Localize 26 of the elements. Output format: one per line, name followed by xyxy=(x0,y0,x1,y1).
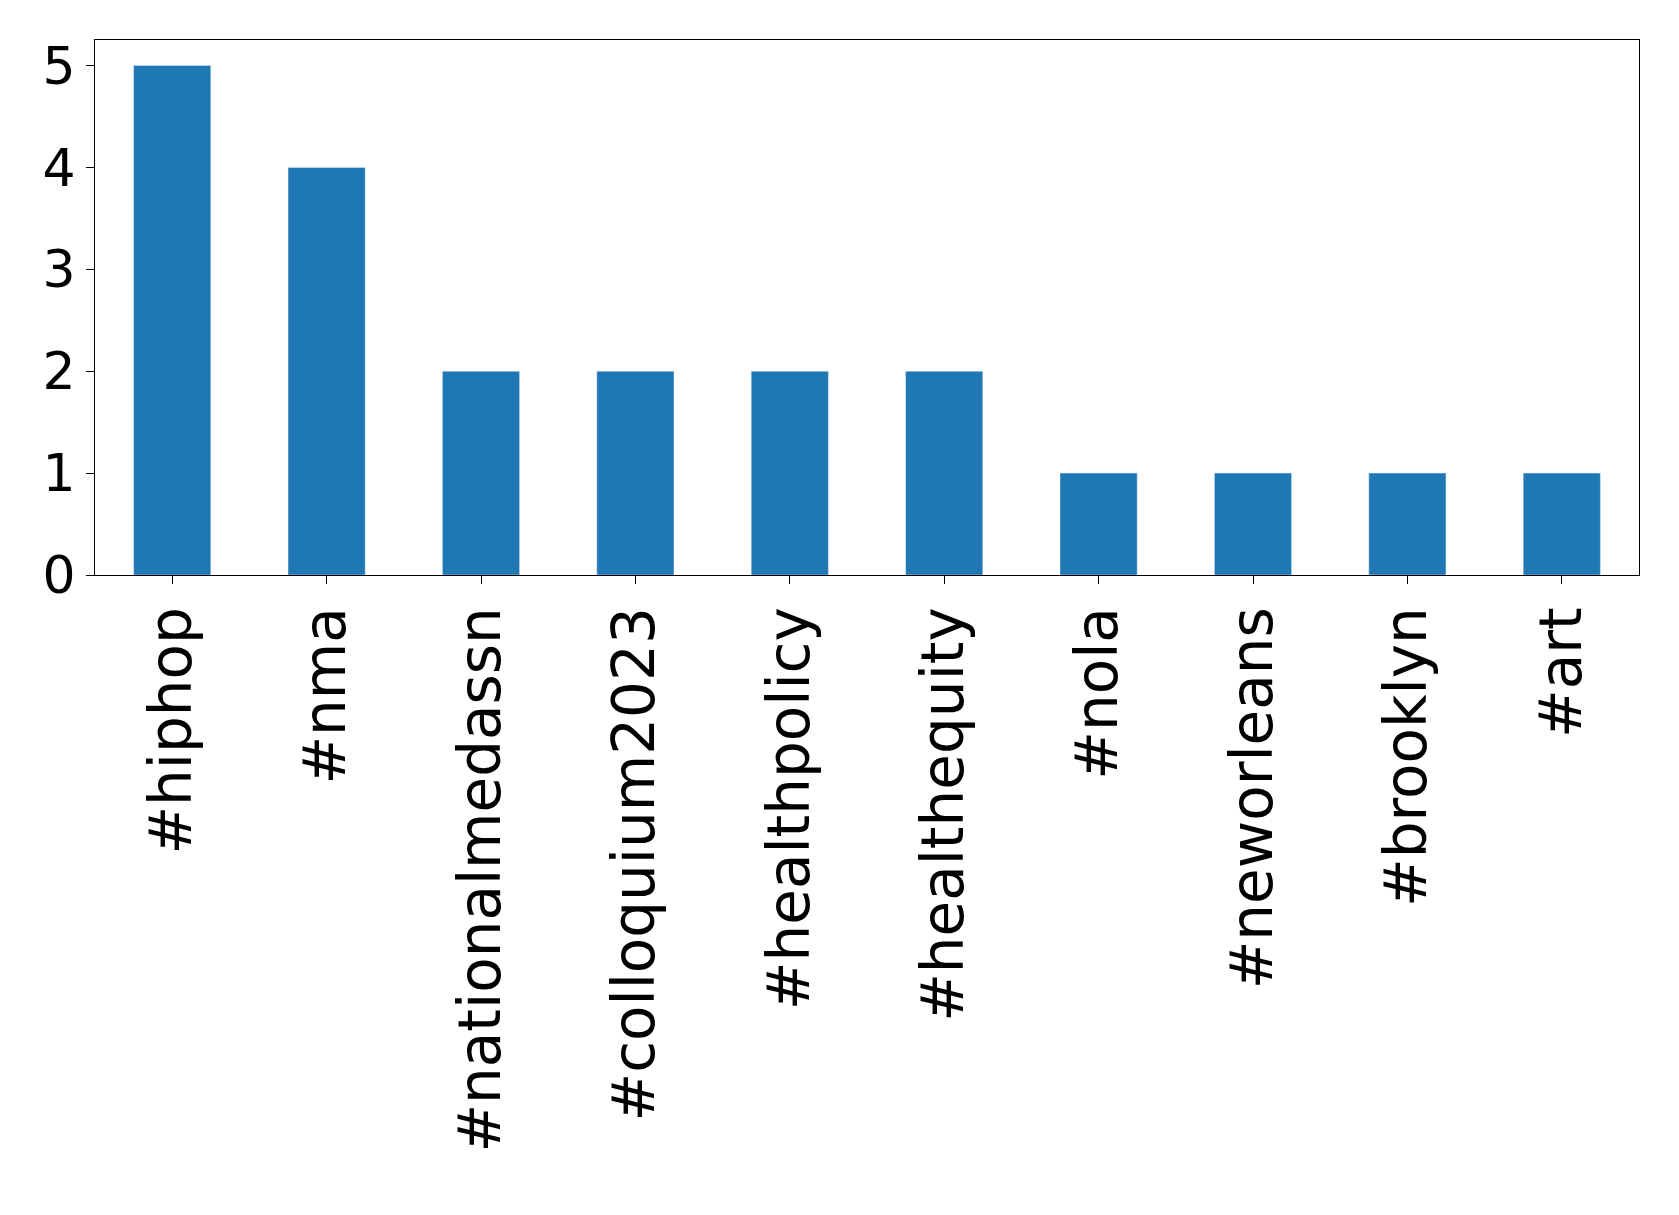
bar xyxy=(1059,472,1138,575)
bar xyxy=(287,167,366,575)
bar xyxy=(442,370,520,575)
y-tick-label: 3 xyxy=(42,239,76,300)
bar xyxy=(1522,472,1601,575)
bar xyxy=(596,370,675,575)
x-tick-label: #nola xyxy=(1063,607,1132,780)
y-tick-label: 4 xyxy=(42,137,76,198)
x-tick-label: #nma xyxy=(291,607,360,785)
x-tick-label: #art xyxy=(1526,607,1595,738)
bar xyxy=(1368,472,1447,575)
x-tick-label: #healthpolicy xyxy=(754,607,823,1011)
y-tick-label: 1 xyxy=(42,443,76,504)
y-tick-label: 2 xyxy=(42,341,76,402)
x-tick-label: #brooklyn xyxy=(1372,607,1441,907)
bar xyxy=(1214,472,1292,575)
x-tick-label: #neworleans xyxy=(1217,607,1286,990)
x-tick-label: #colloquium2023 xyxy=(600,607,669,1122)
y-tick-label: 5 xyxy=(42,35,76,96)
y-tick-label: 0 xyxy=(42,545,76,606)
x-tick-label: #hiphop xyxy=(137,607,206,855)
x-tick-label: #healthequity xyxy=(909,607,978,1022)
bar xyxy=(750,370,829,575)
bar xyxy=(905,370,984,575)
bar xyxy=(133,65,212,575)
x-tick-label: #nationalmedassn xyxy=(445,607,514,1153)
